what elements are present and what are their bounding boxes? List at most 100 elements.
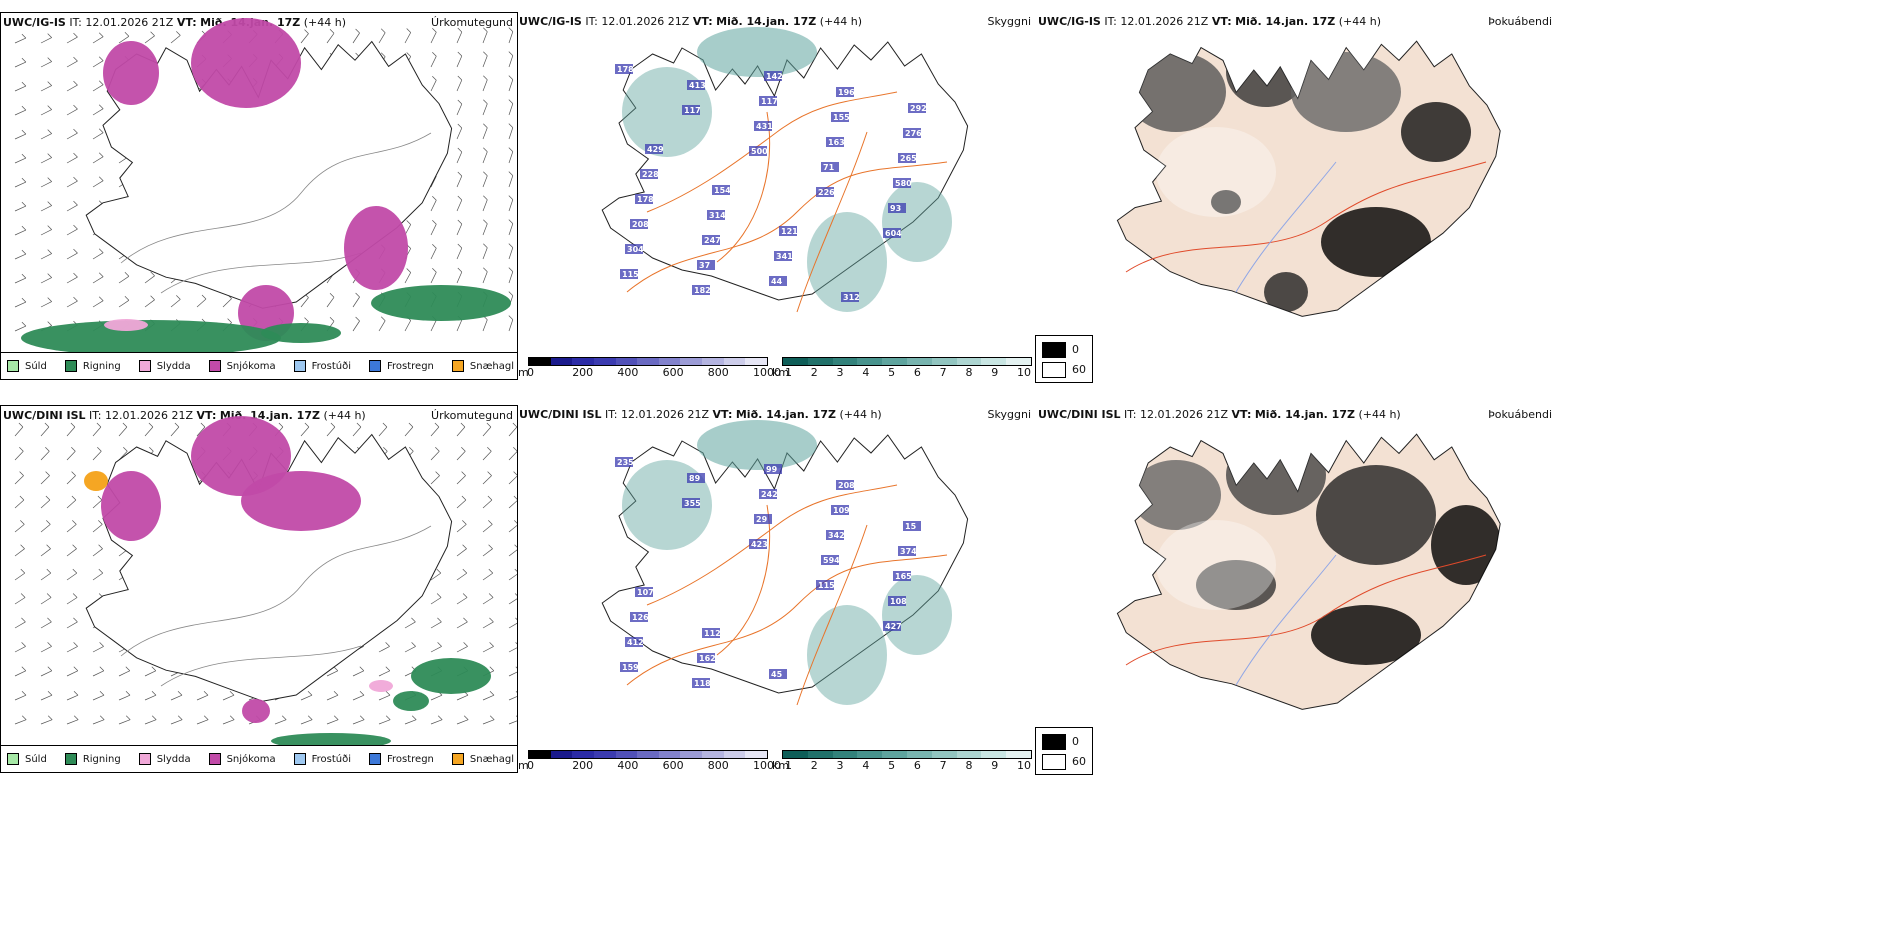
legend-label: Rigning bbox=[82, 753, 121, 765]
colorbar-strip bbox=[782, 750, 1032, 759]
height-value-label: 117 bbox=[684, 106, 701, 115]
legend-label: Frostúði bbox=[311, 753, 351, 765]
height-value-label: 162 bbox=[699, 654, 716, 663]
height-value-label: 341 bbox=[776, 252, 793, 261]
panel-title: Úrkomutegund bbox=[431, 16, 513, 29]
legend-swatch bbox=[293, 753, 306, 765]
height-value-patch bbox=[836, 480, 854, 490]
sleet-area bbox=[369, 680, 393, 692]
height-value-patch bbox=[712, 185, 730, 195]
precip-legend-item: Súld bbox=[7, 753, 47, 765]
height-value-patch bbox=[630, 219, 648, 229]
panel-header: UWC/DINI ISL IT: 12.01.2026 21Z VT: Mið.… bbox=[519, 408, 882, 421]
height-value-patch bbox=[630, 612, 648, 622]
height-value-label: 314 bbox=[709, 211, 726, 220]
height-value-label: 89 bbox=[689, 474, 701, 483]
height-value-patch bbox=[888, 596, 906, 606]
precip-legend-item: Rigning bbox=[64, 360, 121, 372]
fog-legend-max: 60 bbox=[1072, 363, 1086, 376]
height-value-label: 412 bbox=[627, 638, 644, 647]
height-value-patch bbox=[640, 169, 658, 179]
height-value-label: 109 bbox=[833, 506, 850, 515]
height-value-patch bbox=[692, 285, 710, 295]
colorbar-tick: 1000 bbox=[753, 759, 781, 772]
legend-label: Snæhagl bbox=[469, 360, 515, 372]
height-value-label: 276 bbox=[905, 129, 922, 138]
height-value-patch bbox=[687, 80, 705, 90]
road-network bbox=[120, 132, 432, 264]
legend-label: Slydda bbox=[156, 753, 191, 765]
road-network bbox=[626, 161, 948, 293]
legend-swatch bbox=[208, 360, 221, 372]
fog-legend-min: 0 bbox=[1072, 735, 1079, 748]
visibility-colorbar: km 1 2 3 4 5 6 7 8 9 10 bbox=[772, 357, 1034, 379]
legend-swatch bbox=[7, 753, 19, 765]
legend-label: Snjókoma bbox=[226, 753, 276, 765]
road-network bbox=[796, 131, 868, 313]
legend-label: Súld bbox=[25, 360, 47, 372]
height-value-label: 235 bbox=[617, 458, 634, 467]
legend-swatch bbox=[451, 360, 464, 372]
height-value-patch bbox=[893, 178, 911, 188]
fog-index-area bbox=[1126, 52, 1226, 132]
height-value-patch bbox=[754, 514, 772, 524]
height-value-patch bbox=[625, 244, 643, 254]
height-value-patch bbox=[779, 226, 797, 236]
fog-low-swatch bbox=[1042, 734, 1066, 750]
precip-legend-item: Slydda bbox=[138, 753, 191, 765]
height-value-patch bbox=[759, 96, 777, 106]
low-visibility-area bbox=[807, 605, 887, 705]
legend-swatch bbox=[64, 753, 77, 765]
colorbar-tick: 5 bbox=[888, 759, 896, 772]
legend-swatch bbox=[451, 753, 464, 765]
river-network bbox=[1235, 554, 1337, 686]
low-visibility-area bbox=[697, 27, 817, 77]
colorbar-tick: 800 bbox=[707, 759, 729, 772]
fog-index-area bbox=[1431, 505, 1501, 585]
colorbar-tick: 600 bbox=[662, 759, 684, 772]
height-value-patch bbox=[883, 228, 901, 238]
colorbar-tick: 0 bbox=[527, 759, 534, 772]
road-network bbox=[160, 252, 362, 294]
height-value-label: 431 bbox=[756, 122, 773, 131]
colorbar-tick: 7 bbox=[939, 759, 947, 772]
fog-index-area bbox=[1291, 52, 1401, 132]
visibility-colorbar: km 1 2 3 4 5 6 7 8 9 10 bbox=[772, 750, 1034, 772]
colorbar-tick: 4 bbox=[862, 366, 870, 379]
road-network bbox=[160, 645, 362, 687]
fog-legend-min: 0 bbox=[1072, 343, 1079, 356]
height-value-patch bbox=[682, 498, 700, 508]
height-value-patch bbox=[816, 580, 834, 590]
height-value-patch bbox=[836, 87, 854, 97]
rain-area bbox=[261, 323, 341, 343]
legend-swatch bbox=[64, 360, 77, 372]
height-value-patch bbox=[764, 464, 782, 474]
height-value-label: 427 bbox=[885, 622, 902, 631]
height-value-label: 142 bbox=[766, 72, 783, 81]
fog-indicator-panel-top: UWC/IG-IS IT: 12.01.2026 21Z VT: Mið. 14… bbox=[1036, 12, 1556, 378]
legend-label: Frostúði bbox=[311, 360, 351, 372]
height-value-label: 115 bbox=[818, 581, 835, 590]
snow-area bbox=[344, 206, 408, 290]
height-value-label: 112 bbox=[704, 629, 721, 638]
fog-index-area bbox=[1264, 272, 1308, 312]
precip-type-legend: Súld Rigning Slydda Snjókoma Frostúði Frostre… bbox=[1, 352, 517, 379]
height-value-patch bbox=[697, 653, 715, 663]
height-value-label: 163 bbox=[828, 138, 845, 147]
height-value-patch bbox=[682, 105, 700, 115]
height-value-label: 247 bbox=[704, 236, 721, 245]
fog-high-swatch bbox=[1042, 362, 1066, 378]
height-value-patch bbox=[645, 144, 663, 154]
colorbar-tick: 0 bbox=[527, 366, 534, 379]
height-value-label: 355 bbox=[684, 499, 701, 508]
legend-swatch bbox=[138, 753, 151, 765]
colorbar-strip bbox=[782, 357, 1032, 366]
iceland-precip-map bbox=[14, 18, 514, 353]
low-visibility-area bbox=[882, 182, 952, 262]
height-value-patch bbox=[893, 571, 911, 581]
height-value-patch bbox=[615, 64, 633, 74]
colorbar-tick: 6 bbox=[913, 759, 921, 772]
height-value-label: 99 bbox=[766, 465, 778, 474]
fog-indicator-panel-bottom: UWC/DINI ISL IT: 12.01.2026 21Z VT: Mið.… bbox=[1036, 405, 1556, 771]
height-value-label: 604 bbox=[885, 229, 902, 238]
